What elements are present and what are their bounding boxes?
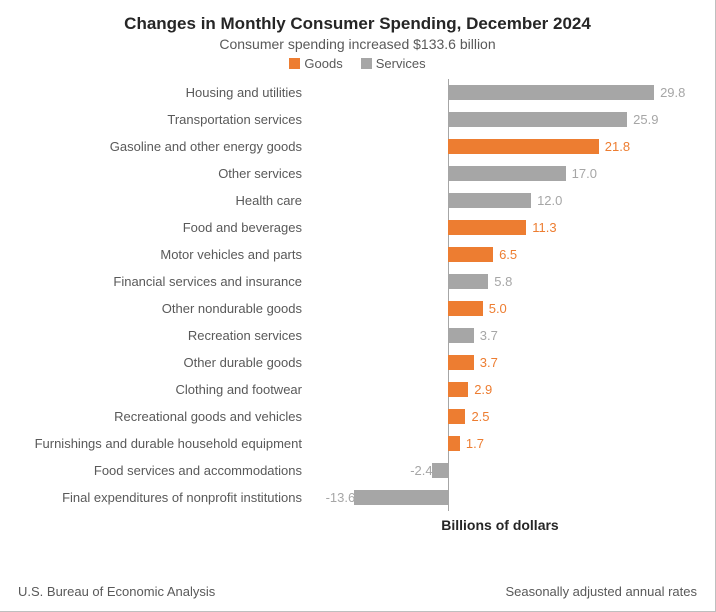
value-label: 3.7	[480, 355, 498, 370]
chart-row: Recreation services 3.7	[18, 322, 697, 349]
category-label: Food and beverages	[18, 220, 310, 235]
bar-zone: 12.0	[310, 187, 697, 214]
category-label: Recreation services	[18, 328, 310, 343]
category-label: Food services and accommodations	[18, 463, 310, 478]
bar-zone: 3.7	[310, 349, 697, 376]
bar-zone: 5.0	[310, 295, 697, 322]
bar-zone: 1.7	[310, 430, 697, 457]
footer-source: U.S. Bureau of Economic Analysis	[18, 584, 215, 599]
category-label: Clothing and footwear	[18, 382, 310, 397]
value-label: 11.3	[532, 220, 556, 235]
category-label: Recreational goods and vehicles	[18, 409, 310, 424]
chart-row: Housing and utilities 29.8	[18, 79, 697, 106]
chart-row: Transportation services 25.9	[18, 106, 697, 133]
chart-row: Gasoline and other energy goods 21.8	[18, 133, 697, 160]
legend-swatch-goods	[289, 58, 300, 69]
footer-note: Seasonally adjusted annual rates	[505, 584, 697, 599]
bar-zone: 11.3	[310, 214, 697, 241]
value-label: 6.5	[499, 247, 517, 262]
chart-row: Furnishings and durable household equipm…	[18, 430, 697, 457]
value-label: 1.7	[466, 436, 484, 451]
category-label: Furnishings and durable household equipm…	[18, 436, 310, 451]
bar-zone: -2.4	[310, 457, 697, 484]
category-label: Motor vehicles and parts	[18, 247, 310, 262]
bar	[448, 382, 468, 397]
bar-zone: 5.8	[310, 268, 697, 295]
value-label: 2.5	[471, 409, 489, 424]
legend-item-goods: Goods	[289, 56, 342, 71]
bar-zone: 17.0	[310, 160, 697, 187]
value-label: 12.0	[537, 193, 562, 208]
legend-label-goods: Goods	[304, 56, 342, 71]
value-label: 2.9	[474, 382, 492, 397]
zero-line	[448, 457, 449, 484]
chart-footer: U.S. Bureau of Economic Analysis Seasona…	[18, 584, 697, 599]
bar-zone: 3.7	[310, 322, 697, 349]
bar	[448, 112, 627, 127]
bar-zone: 2.9	[310, 376, 697, 403]
axis-title: Billions of dollars	[310, 517, 690, 533]
chart-row: Clothing and footwear 2.9	[18, 376, 697, 403]
chart-container: Changes in Monthly Consumer Spending, De…	[0, 0, 715, 533]
value-label: 17.0	[572, 166, 597, 181]
chart-row: Financial services and insurance 5.8	[18, 268, 697, 295]
category-label: Final expenditures of nonprofit institut…	[18, 490, 310, 505]
zero-line	[448, 484, 449, 511]
category-label: Other nondurable goods	[18, 301, 310, 316]
chart-row: Other nondurable goods 5.0	[18, 295, 697, 322]
chart-row: Motor vehicles and parts 6.5	[18, 241, 697, 268]
value-label: 21.8	[605, 139, 630, 154]
bar	[448, 355, 474, 370]
bar	[448, 220, 526, 235]
bar-zone: 21.8	[310, 133, 697, 160]
chart-row: Food and beverages 11.3	[18, 214, 697, 241]
bar	[448, 85, 654, 100]
bar	[448, 247, 493, 262]
legend-label-services: Services	[376, 56, 426, 71]
bar	[448, 166, 565, 181]
value-label: 25.9	[633, 112, 658, 127]
bar	[432, 463, 449, 478]
category-label: Other durable goods	[18, 355, 310, 370]
bar	[354, 490, 448, 505]
chart-subtitle: Consumer spending increased $133.6 billi…	[18, 36, 697, 52]
category-label: Health care	[18, 193, 310, 208]
category-label: Housing and utilities	[18, 85, 310, 100]
bar	[448, 193, 531, 208]
bar	[448, 436, 460, 451]
chart-legend: Goods Services	[18, 56, 697, 71]
bar-zone: 25.9	[310, 106, 697, 133]
value-label: 5.0	[489, 301, 507, 316]
bar-zone: -13.6	[310, 484, 697, 511]
value-label: 29.8	[660, 85, 685, 100]
legend-swatch-services	[361, 58, 372, 69]
chart-row: Health care 12.0	[18, 187, 697, 214]
bar-zone: 2.5	[310, 403, 697, 430]
bar-zone: 29.8	[310, 79, 697, 106]
bar	[448, 301, 483, 316]
category-label: Financial services and insurance	[18, 274, 310, 289]
category-label: Transportation services	[18, 112, 310, 127]
chart-row: Food services and accommodations -2.4	[18, 457, 697, 484]
chart-plot-area: Housing and utilities 29.8 Transportation …	[18, 79, 697, 511]
chart-title: Changes in Monthly Consumer Spending, De…	[18, 14, 697, 34]
chart-row: Other durable goods 3.7	[18, 349, 697, 376]
chart-row: Other services 17.0	[18, 160, 697, 187]
bar	[448, 409, 465, 424]
bar-zone: 6.5	[310, 241, 697, 268]
value-label: 3.7	[480, 328, 498, 343]
bar	[448, 328, 474, 343]
category-label: Other services	[18, 166, 310, 181]
bar	[448, 139, 599, 154]
bar	[448, 274, 488, 289]
chart-row: Recreational goods and vehicles 2.5	[18, 403, 697, 430]
category-label: Gasoline and other energy goods	[18, 139, 310, 154]
value-label: -13.6	[326, 490, 356, 505]
legend-item-services: Services	[361, 56, 426, 71]
value-label: 5.8	[494, 274, 512, 289]
chart-row: Final expenditures of nonprofit institut…	[18, 484, 697, 511]
value-label: -2.4	[410, 463, 432, 478]
